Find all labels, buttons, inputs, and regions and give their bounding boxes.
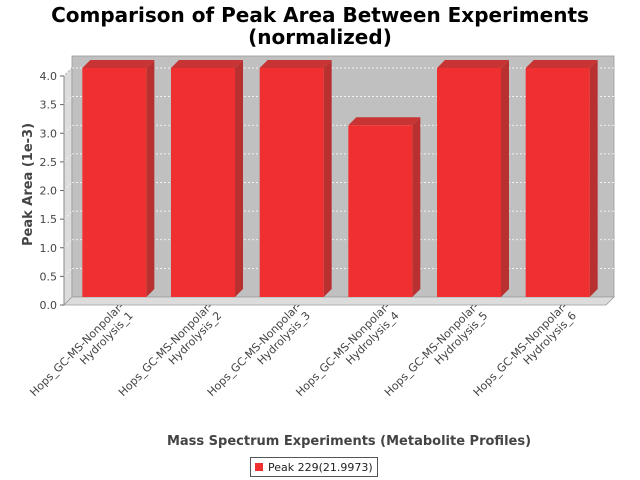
bar-front <box>437 68 501 297</box>
y-tick-label: 2.5 <box>40 156 58 169</box>
grid-line-wall <box>63 67 73 77</box>
bar-top <box>82 60 155 68</box>
y-tick-label: 4.0 <box>40 70 58 83</box>
y-tick-label: 0.5 <box>40 270 58 283</box>
plot-back-wall <box>71 55 615 298</box>
bar-side <box>235 60 243 297</box>
y-tick-label: 3.5 <box>40 99 58 112</box>
bar <box>348 117 421 297</box>
bar-top <box>171 60 243 68</box>
bar <box>437 60 509 297</box>
bar-side <box>146 60 155 297</box>
legend: Peak 229(21.9973) <box>250 457 378 477</box>
bar-top <box>348 117 421 126</box>
bar-front <box>259 68 324 297</box>
chart-title-line-1: Comparison of Peak Area Between Experime… <box>51 3 589 27</box>
grid-line-wall <box>63 268 73 277</box>
bar-side <box>412 117 421 297</box>
bar-front <box>171 68 235 297</box>
legend-swatch <box>255 463 263 471</box>
y-tick-label: 3.0 <box>40 127 58 140</box>
grid-line-wall <box>63 125 73 134</box>
chart-title-line-2: (normalized) <box>248 25 392 49</box>
y-tick-label: 0.0 <box>40 299 58 312</box>
y-tick-label: 1.5 <box>40 213 58 226</box>
bar-top <box>437 60 509 68</box>
legend-label: Peak 229(21.9973) <box>268 460 373 474</box>
plot-floor <box>63 296 615 306</box>
bar-top <box>259 60 332 68</box>
bar-front <box>525 68 590 297</box>
bar <box>171 60 243 297</box>
x-tick-label-line: Hops_GC-MS-Nonpolar- <box>27 300 126 399</box>
grid-line-wall <box>63 182 73 191</box>
grid-line-wall <box>63 96 73 105</box>
grid-line-wall <box>63 153 73 163</box>
y-tick-label: 2.0 <box>40 185 58 198</box>
bar <box>525 60 598 297</box>
bar-front <box>348 125 413 297</box>
grid-line-wall <box>63 210 73 220</box>
bar-side <box>323 60 332 297</box>
bar <box>259 60 332 297</box>
grid-line-wall <box>63 239 73 248</box>
bar-side <box>501 60 509 297</box>
bar <box>82 60 155 297</box>
y-axis-title: Peak Area (1e-3) <box>21 123 36 246</box>
bar-front <box>82 68 147 297</box>
y-tick-label: 1.0 <box>40 242 58 255</box>
bar-top <box>525 60 598 68</box>
bar-side <box>589 60 598 297</box>
x-axis-title: Mass Spectrum Experiments (Metabolite Pr… <box>167 434 531 449</box>
